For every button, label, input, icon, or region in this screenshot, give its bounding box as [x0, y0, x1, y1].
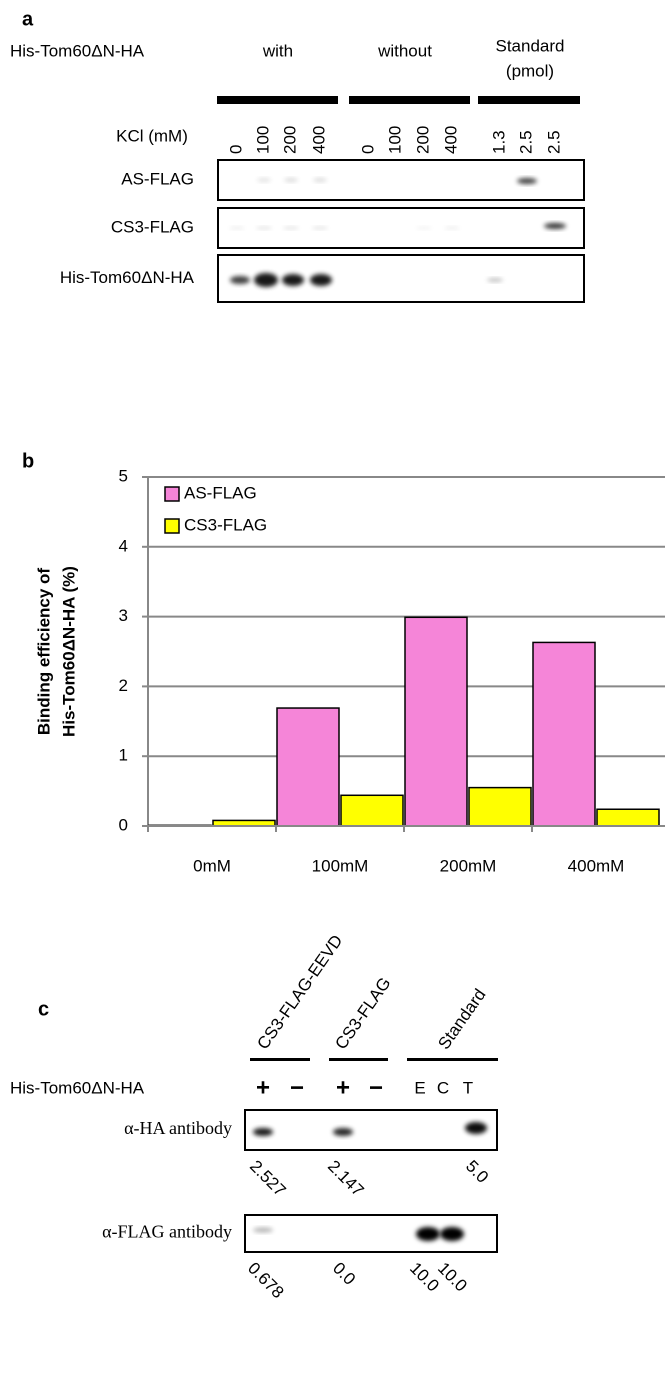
blot-label: CS3-FLAG: [111, 217, 194, 236]
lane-label: 2.5: [544, 130, 563, 154]
lane-label: 200: [280, 126, 299, 154]
blot-label: α-FLAG antibody: [102, 1222, 232, 1242]
blot-band: [230, 276, 250, 284]
group-bar: [349, 96, 470, 104]
blot-frame: [218, 208, 584, 248]
condition-label: +: [336, 1074, 350, 1101]
y-tick-label: 2: [119, 676, 128, 695]
condition-label: E: [414, 1078, 425, 1097]
group-label: Standard: [434, 985, 489, 1052]
lane-label: 400: [441, 126, 460, 154]
blot-band: [284, 178, 298, 182]
figure: a His-Tom60ΔN-HA with without Standard (pmol)…: [0, 0, 665, 1395]
y-tick-label: 1: [119, 746, 128, 765]
bar: [405, 617, 467, 826]
quantity-label: 0.0: [329, 1259, 359, 1289]
blot-band: [416, 1227, 440, 1241]
blot-band: [282, 274, 304, 286]
lane-label: 2.5: [516, 130, 535, 154]
quantity-label: 0.678: [244, 1259, 288, 1303]
group-bar: [217, 96, 338, 104]
condition-label: −: [369, 1074, 383, 1101]
blot-label: His-Tom60ΔN-HA: [60, 268, 195, 287]
y-tick-label: 5: [119, 466, 128, 485]
blot-band: [416, 227, 432, 230]
blot-band: [517, 178, 537, 184]
x-tick-label: 400mM: [568, 856, 625, 875]
blot-band: [253, 1228, 273, 1233]
blot-band: [310, 274, 332, 286]
bar: [277, 708, 339, 826]
panel-label: a: [22, 8, 34, 30]
blot-frame: [245, 1110, 497, 1150]
group-bar: [478, 96, 580, 104]
y-tick-label: 0: [119, 815, 128, 834]
group-label: (pmol): [506, 61, 554, 80]
lane-label: 1.3: [489, 130, 508, 154]
legend-label: AS-FLAG: [184, 483, 257, 502]
group-bar: [329, 1058, 388, 1061]
group-label: with: [262, 41, 293, 60]
page: {"panel_a": {"label": "a", "row_title": …: [0, 0, 665, 1395]
legend-swatch: [165, 487, 179, 501]
bar: [597, 809, 659, 826]
y-tick-label: 4: [119, 536, 128, 555]
blot-band: [256, 227, 272, 230]
blot-band: [444, 227, 460, 230]
panel-label: b: [22, 450, 34, 472]
x-tick-label: 0mM: [193, 856, 231, 875]
quantity-label: 2.147: [324, 1157, 368, 1201]
blot-band: [333, 1128, 353, 1136]
group-label: Standard: [496, 36, 565, 55]
quantity-label: 5.0: [462, 1157, 492, 1187]
y-tick-label: 3: [119, 606, 128, 625]
bar: [341, 795, 403, 826]
lane-label: 400: [309, 126, 328, 154]
x-tick-label: 200mM: [440, 856, 497, 875]
y-axis-title: His-Tom60ΔN-HA (%): [59, 566, 78, 737]
blot-band: [257, 178, 271, 182]
blot-band: [544, 223, 566, 229]
blot-band: [229, 227, 245, 230]
blot-band: [283, 227, 299, 230]
blot-label: α-HA antibody: [124, 1118, 232, 1138]
bar: [533, 642, 595, 826]
blot-band: [313, 178, 327, 182]
group-label: CS3-FLAG-EEVD: [253, 931, 346, 1053]
quantity-label: 10.0: [406, 1259, 443, 1296]
lane-label: 0: [358, 145, 377, 154]
y-axis-title: Binding efficiency of: [34, 568, 53, 736]
kcl-label: KCl (mM): [116, 126, 188, 145]
group-label: without: [377, 41, 432, 60]
x-tick-label: 100mM: [312, 856, 369, 875]
row-title: His-Tom60ΔN-HA: [10, 41, 145, 60]
legend-label: CS3-FLAG: [184, 515, 267, 534]
blot-band: [440, 1227, 464, 1241]
blot-band: [487, 278, 503, 282]
lane-label: 0: [226, 145, 245, 154]
blot-band: [312, 227, 328, 230]
blot-band: [465, 1122, 487, 1134]
row-title: His-Tom60ΔN-HA: [10, 1078, 145, 1097]
panel-label: c: [38, 998, 49, 1020]
blot-label: AS-FLAG: [121, 169, 194, 188]
blot-band: [254, 273, 278, 287]
quantity-label: 10.0: [434, 1259, 471, 1296]
group-label: CS3-FLAG: [331, 974, 394, 1053]
condition-label: −: [290, 1074, 304, 1101]
bar: [469, 788, 531, 826]
condition-label: T: [463, 1078, 473, 1097]
lane-label: 100: [385, 126, 404, 154]
group-bar: [250, 1058, 310, 1061]
lane-label: 200: [413, 126, 432, 154]
blot-band: [253, 1128, 273, 1136]
condition-label: C: [437, 1078, 449, 1097]
condition-label: +: [256, 1074, 270, 1101]
legend-swatch: [165, 519, 179, 533]
lane-label: 100: [253, 126, 272, 154]
quantity-label: 2.527: [246, 1157, 290, 1201]
group-bar: [407, 1058, 498, 1061]
